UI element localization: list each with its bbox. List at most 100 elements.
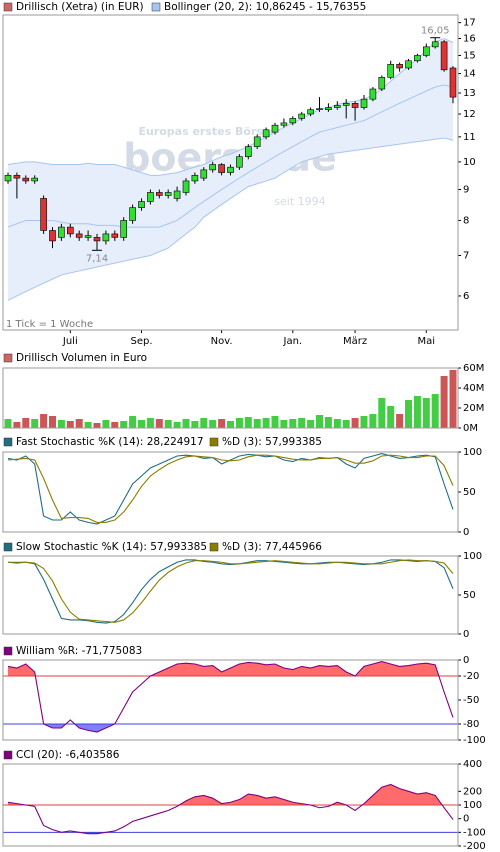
bar (49, 416, 56, 428)
candle-body (422, 46, 430, 56)
candle-body (218, 164, 225, 173)
bar (244, 417, 252, 428)
candle-body (84, 235, 92, 238)
bar (120, 421, 128, 428)
candle-body (227, 166, 234, 173)
bar (22, 418, 30, 428)
y-tick-label: 60M (463, 363, 484, 374)
candle-body (396, 64, 403, 69)
x-tick-label: Jan. (283, 336, 303, 347)
bar (57, 420, 65, 428)
y-tick-label: 200 (463, 786, 482, 797)
y-tick-label: -80 (463, 719, 479, 730)
bar (369, 414, 377, 428)
candle-body (209, 164, 216, 171)
bar (298, 418, 306, 428)
candle-body (4, 175, 12, 182)
bar (405, 400, 412, 428)
legend-label: CCI (20): -6,403586 (16, 749, 120, 761)
y-tick-label: 6 (463, 291, 469, 302)
legend-label: %D (3): 77,445966 (222, 541, 322, 553)
candle-body (245, 146, 252, 157)
annotation: 7,14 (86, 253, 108, 264)
candle-body (182, 180, 190, 193)
bar (387, 406, 395, 428)
y-tick-label: 0 (463, 655, 469, 666)
legend-swatch (209, 542, 219, 552)
bar (138, 420, 145, 428)
legend-swatch (209, 437, 219, 447)
watermark: seit 1994 (274, 195, 325, 208)
bar (440, 376, 448, 428)
bar (111, 422, 119, 428)
candle-body (325, 107, 332, 110)
bar (378, 398, 386, 428)
y-tick-label: 20M (463, 403, 484, 414)
candle-body (369, 88, 377, 100)
series-line (7, 454, 454, 523)
panel-frame (2, 555, 459, 635)
series-line (7, 559, 454, 624)
bar (66, 421, 74, 428)
candle-body (191, 175, 199, 182)
y-tick-label: 0 (463, 527, 469, 538)
y-tick-label: 7 (463, 250, 469, 261)
candle-body (405, 60, 412, 69)
bar (235, 418, 243, 428)
candle-body (138, 201, 145, 208)
y-tick-label: 10 (463, 157, 476, 168)
candle-body (40, 198, 47, 231)
series-line (7, 453, 454, 525)
candle-body (298, 113, 306, 119)
candle-body (22, 177, 30, 182)
bar (191, 421, 199, 428)
series-line (7, 661, 454, 733)
candle-body (93, 237, 101, 242)
candle-body (262, 129, 270, 138)
y-tick-label: 100 (463, 800, 482, 811)
y-tick-label: 400 (463, 759, 482, 770)
candle-body (58, 226, 65, 238)
y-tick-label: 17 (463, 18, 476, 29)
annotation: 16,05 (421, 26, 450, 37)
bar (360, 416, 368, 428)
band-middle (7, 84, 454, 228)
bar (271, 416, 279, 428)
panel-frame (2, 763, 459, 847)
legend-label: Slow Stochastic %K (14): 57,993385 (16, 541, 207, 553)
bar (200, 418, 208, 428)
candle-body (156, 192, 163, 196)
y-tick-label: 13 (463, 88, 476, 99)
bar (102, 420, 110, 428)
y-tick-label: 11 (463, 132, 476, 143)
y-tick-label: 12 (463, 109, 476, 120)
y-tick-label: -20 (463, 671, 479, 682)
y-tick-label: 16 (463, 34, 476, 45)
candle-body (351, 103, 359, 108)
legend-swatch (3, 646, 13, 656)
bar (333, 419, 341, 428)
x-tick-label: Juli (62, 336, 78, 347)
bar (209, 420, 217, 428)
x-tick-label: Nov. (211, 336, 233, 347)
candle-body (253, 136, 261, 147)
y-tick-label: 8 (463, 215, 469, 226)
bar (449, 370, 457, 428)
y-tick-label: 100 (463, 447, 482, 458)
bar (4, 419, 12, 428)
bar (422, 398, 430, 428)
bar (351, 418, 359, 428)
x-tick-label: März (343, 336, 367, 347)
y-tick-label: 40M (463, 383, 484, 394)
bar (75, 419, 83, 428)
series-line (7, 783, 454, 835)
candle-body (147, 192, 154, 202)
candle-body (236, 156, 243, 168)
legend-swatch (3, 2, 13, 12)
bar (84, 422, 92, 428)
candle-body (431, 41, 439, 48)
bar (227, 421, 234, 428)
candle-body (49, 230, 56, 242)
candle-body (75, 233, 83, 238)
bar (13, 422, 21, 428)
